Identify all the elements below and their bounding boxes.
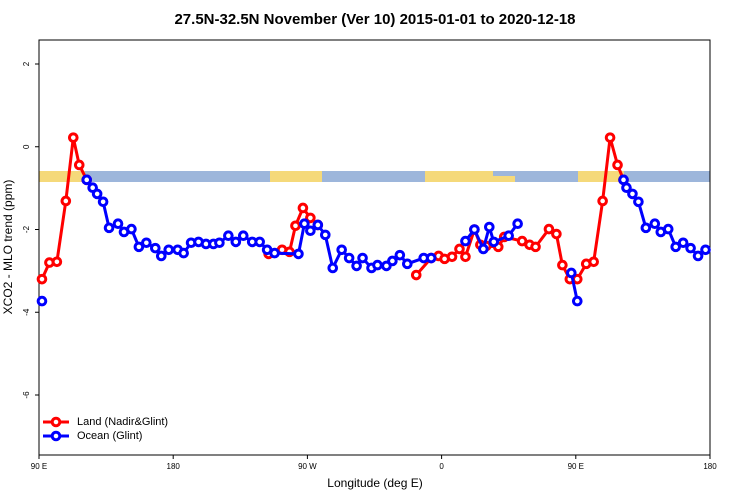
point [627,188,638,200]
point [621,182,632,194]
point [237,230,249,242]
point [36,295,48,307]
point [700,244,711,256]
legend-label: Land (Nadir&Glint) [77,416,168,428]
point [597,195,608,207]
point [633,196,644,208]
point [97,196,109,208]
point [460,235,471,247]
point [305,225,316,237]
point [588,256,599,268]
point [163,244,175,256]
y-tick-label: -2 [22,225,31,233]
point [372,259,383,271]
point [530,241,541,253]
series-line [85,178,707,302]
point [649,218,661,230]
x-tick-label: 180 [167,462,181,471]
legend-label: Ocean (Glint) [77,430,142,442]
point [299,218,310,230]
x-tick-label: 90 W [298,462,317,471]
point [51,256,63,268]
series [36,174,711,307]
x-axis-label: Longitude (deg E) [327,476,422,490]
point [446,251,458,263]
point [223,230,234,242]
point [254,236,265,248]
point [305,212,316,224]
chart-title: 27.5N-32.5N November (Ver 10) 2015-01-01… [174,11,575,28]
point [685,242,696,254]
point [512,218,523,230]
point [662,223,674,235]
point [566,267,577,279]
x-tick-label: 180 [703,462,717,471]
point [81,174,93,186]
point [150,242,161,254]
point [91,188,103,200]
point [571,295,583,307]
point [103,222,115,234]
point [230,236,242,248]
point [543,223,555,235]
point [73,159,85,171]
point [126,223,137,235]
point [343,252,355,264]
point [394,249,406,261]
land-ocean-strip [39,171,710,182]
point [178,247,189,259]
point [312,219,324,231]
point [425,252,437,264]
point [670,241,682,253]
point [454,243,465,255]
point [357,252,368,264]
point [557,259,568,271]
point [478,243,489,255]
point [469,224,480,235]
point [402,258,413,270]
y-tick-label: 2 [22,61,31,66]
point [293,248,304,260]
legend-marker [50,416,62,428]
point [67,132,79,143]
point [640,222,652,234]
point [612,159,623,171]
point [604,132,616,143]
point [290,220,301,232]
point [488,236,500,248]
point [60,195,72,207]
y-tick-label: 0 [22,144,31,149]
point [410,269,422,281]
point [214,237,225,249]
series-line [40,137,625,281]
legend-marker [50,430,62,442]
y-tick-label: -6 [22,391,31,399]
point [503,230,515,242]
point [36,273,48,285]
point [141,237,152,249]
series [36,132,629,285]
point [297,202,309,214]
x-tick-label: 0 [439,462,444,471]
point [460,251,471,263]
legend: Land (Nadir&Glint) Ocean (Glint) [43,416,168,442]
point [155,250,167,262]
point [484,221,495,233]
point [336,244,347,256]
point [319,229,331,241]
x-tick-label: 90 E [568,462,584,471]
point [387,255,398,267]
x-tick-label: 90 E [31,462,47,471]
y-axis-label: XCO2 - MLO trend (ppm) [1,180,15,315]
y-tick-label: -4 [22,308,31,316]
point [133,241,145,253]
point [351,260,362,272]
point [692,250,704,262]
point [677,237,689,249]
point [327,262,339,274]
point [112,218,124,230]
point [269,247,280,259]
point [551,228,562,240]
